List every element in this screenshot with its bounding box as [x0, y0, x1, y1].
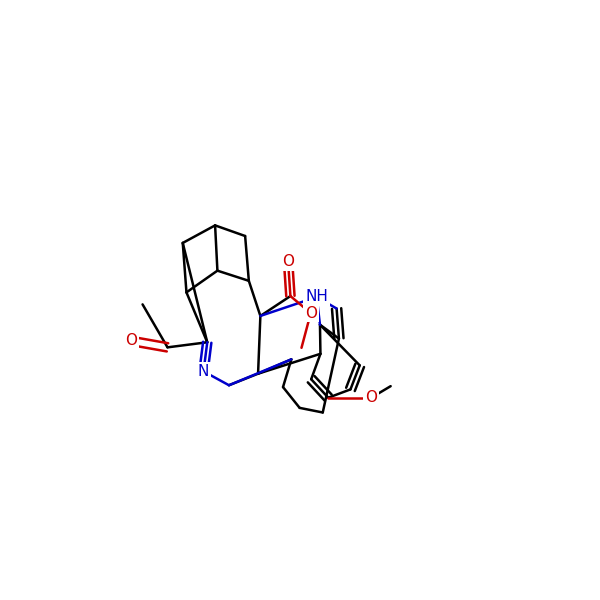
- Text: O: O: [365, 390, 377, 405]
- Text: O: O: [125, 334, 137, 349]
- Text: N: N: [198, 364, 209, 379]
- Text: O: O: [305, 305, 317, 320]
- Text: NH: NH: [305, 289, 328, 304]
- Text: O: O: [282, 254, 294, 269]
